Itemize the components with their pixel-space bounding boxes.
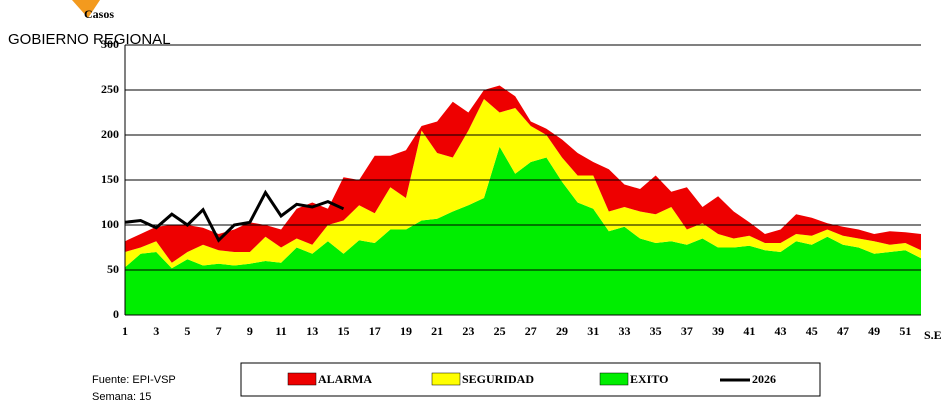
x-tick-label: 23 — [462, 324, 474, 338]
logo — [72, 0, 100, 18]
x-tick-label: 43 — [775, 324, 787, 338]
x-tick-label: 9 — [247, 324, 253, 338]
x-tick-label: 19 — [400, 324, 412, 338]
x-tick-label: 51 — [899, 324, 911, 338]
y-tick-label: 100 — [101, 217, 119, 231]
legend-label: EXITO — [630, 372, 668, 386]
y-tick-label: 0 — [113, 307, 119, 321]
week-note: Semana: 15 — [92, 391, 151, 403]
y-axis-title: Casos — [84, 7, 114, 21]
area — [125, 146, 921, 315]
x-tick-label: 13 — [306, 324, 318, 338]
legend-swatch — [287, 372, 317, 386]
x-tick-label: 17 — [369, 324, 381, 338]
x-tick-label: 37 — [681, 324, 693, 338]
x-axis-title: S.E — [924, 328, 942, 342]
area — [125, 99, 921, 269]
x-tick-label: 21 — [431, 324, 443, 338]
legend-swatch — [599, 372, 629, 386]
x-tick-label: 5 — [184, 324, 190, 338]
legend-label: 2026 — [752, 372, 776, 386]
y-tick-label: 50 — [107, 262, 119, 276]
x-tick-label: 1 — [122, 324, 128, 338]
x-tick-label: 3 — [153, 324, 159, 338]
line — [124, 189, 345, 243]
legend-label: SEGURIDAD — [462, 372, 534, 386]
x-tick-label: 33 — [618, 324, 630, 338]
x-tick-label: 15 — [338, 324, 350, 338]
x-tick-label: 41 — [743, 324, 755, 338]
x-tick-label: 29 — [556, 324, 568, 338]
x-tick-label: 27 — [525, 324, 537, 338]
y-tick-label: 250 — [101, 82, 119, 96]
y-tick-label: 200 — [101, 127, 119, 141]
x-tick-label: 35 — [650, 324, 662, 338]
legend-swatch — [431, 372, 461, 386]
source: Fuente: EPI-VSP — [92, 374, 176, 386]
brand: GOBIERNO REGIONAL — [8, 31, 171, 48]
x-tick-label: 7 — [216, 324, 222, 338]
x-tick-label: 39 — [712, 324, 724, 338]
x-tick-label: 49 — [868, 324, 880, 338]
x-tick-label: 47 — [837, 324, 849, 338]
y-tick-label: 150 — [101, 172, 119, 186]
y-tick-label: 300 — [101, 37, 119, 51]
area — [125, 85, 921, 263]
x-tick-label: 11 — [275, 324, 286, 338]
x-tick-label: 31 — [587, 324, 599, 338]
x-tick-label: 25 — [494, 324, 506, 338]
x-tick-label: 45 — [806, 324, 818, 338]
legend-label: ALARMA — [318, 372, 372, 386]
